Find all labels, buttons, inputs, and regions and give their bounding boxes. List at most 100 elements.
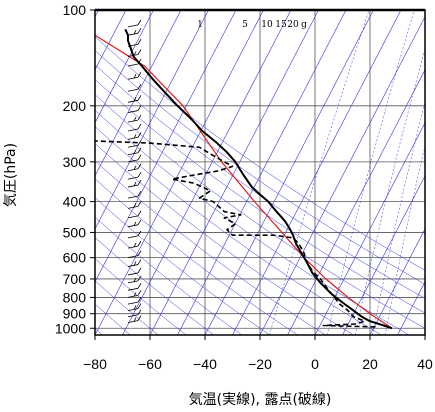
wind-barb-flag <box>137 72 142 78</box>
wind-barb <box>127 240 142 249</box>
wind-barb-flag <box>137 283 142 289</box>
mixing-ratio-label: g <box>301 20 307 30</box>
wind-barb <box>127 230 142 239</box>
wind-barb-shaft <box>127 320 139 324</box>
wind-barb-flag <box>133 292 137 297</box>
wind-barb <box>127 267 142 276</box>
mixing-ratio-label: 1 <box>197 20 203 30</box>
y-tick-label: 100 <box>63 2 87 18</box>
wind-barb-shaft <box>127 245 139 249</box>
mixing-ratio-line <box>384 144 425 335</box>
wind-barb-flag <box>133 305 137 310</box>
wind-barb-flag <box>133 261 137 266</box>
wind-barb-shaft <box>127 235 139 239</box>
dry-adiabat-line <box>95 178 299 335</box>
wind-barb-flag <box>137 275 142 282</box>
wind-barb-flag <box>137 49 142 55</box>
isotherm-line <box>232 10 402 335</box>
wind-barb <box>127 154 142 163</box>
wind-barb <box>127 72 142 80</box>
wind-barb-flag <box>137 163 142 169</box>
wind-barb <box>127 259 142 267</box>
mixing-ratio-label: 5 <box>242 20 248 30</box>
mixing-ratio-line <box>354 48 425 335</box>
dry-adiabat-line <box>95 216 243 335</box>
wind-barb-flag <box>133 116 137 122</box>
y-tick-label: 500 <box>63 224 87 240</box>
wind-barb <box>127 39 142 47</box>
dry-adiabat-line <box>95 143 354 335</box>
wind-barb-shaft <box>127 136 139 140</box>
wind-barb-shaft <box>127 76 139 80</box>
wind-barb <box>127 201 142 209</box>
wind-barb-flag <box>137 27 142 34</box>
wind-barb <box>127 219 142 228</box>
wind-barb-shaft <box>127 314 139 318</box>
wind-barb-shaft <box>127 195 139 199</box>
y-tick-label: 900 <box>63 306 87 322</box>
mixing-ratio-line <box>326 10 415 335</box>
wind-barb-shaft <box>127 308 139 311</box>
wind-barb-flag <box>137 267 142 274</box>
wind-barb <box>127 140 142 148</box>
wind-barb-flag <box>133 277 137 283</box>
wind-barb-shaft <box>127 24 139 28</box>
wind-barb-shaft <box>127 176 139 180</box>
wind-barb-shaft <box>127 32 139 36</box>
wind-barb-flag <box>133 203 137 208</box>
isotherm-line <box>424 334 425 335</box>
wind-barb <box>127 190 142 199</box>
dry-adiabat-line <box>95 50 425 285</box>
wind-barb-flag <box>137 140 142 146</box>
mixing-ratio-labels: 1 5 10 15 20 g <box>197 20 307 30</box>
wind-barb <box>127 283 142 291</box>
wind-barb-shaft <box>127 128 139 132</box>
isotherm-line <box>95 10 209 230</box>
x-tick-label: −80 <box>83 356 107 372</box>
wind-barb-flag <box>137 219 142 226</box>
wind-barb <box>127 315 142 324</box>
wind-barb-flag <box>137 105 142 111</box>
wind-barb-shaft <box>127 99 139 103</box>
wind-barb <box>127 303 142 311</box>
mixing-ratio-label: 20 <box>287 20 299 30</box>
wind-barb-shaft <box>127 301 139 305</box>
wind-barb-shaft <box>127 63 139 67</box>
wind-barb-shaft <box>127 168 139 172</box>
dry-adiabat-line <box>95 110 410 335</box>
wind-barb-flag <box>137 201 142 207</box>
isotherm-line <box>259 16 425 335</box>
wind-barb <box>127 123 142 132</box>
wind-barb-flag <box>137 296 142 303</box>
wind-barb-flag <box>137 19 142 26</box>
wind-barb-shaft <box>127 144 139 148</box>
x-tick-layer: −80 −60 −40 −20 0 20 40 <box>83 335 433 372</box>
dry-adiabat-line <box>95 197 271 335</box>
mixing-ratio-label: 15 <box>275 20 287 30</box>
wind-barb <box>127 147 142 156</box>
wind-barb-shaft <box>127 224 139 228</box>
y-axis-label: 気圧(hPa) <box>3 143 19 207</box>
isotherm-line <box>342 175 425 335</box>
wind-barb-shaft <box>127 54 139 57</box>
mixing-ratio-label: 10 <box>261 20 273 30</box>
wind-barb-flag <box>137 290 142 296</box>
wind-barb-flag <box>133 317 137 322</box>
x-tick-label: −60 <box>138 356 162 372</box>
wind-barb <box>127 309 142 318</box>
wind-barb <box>127 290 142 298</box>
isotherm-line <box>314 122 425 335</box>
wind-barb-shaft <box>127 255 139 259</box>
wind-barb-flag <box>137 171 142 178</box>
isotherm-line <box>95 10 182 177</box>
wind-barb-flag <box>137 39 142 45</box>
wind-barb <box>127 171 142 180</box>
wind-barb-shaft <box>127 152 139 156</box>
dry-adiabat-line <box>95 258 187 335</box>
isotherm-line <box>369 228 425 335</box>
wind-barb-flag <box>133 30 137 35</box>
wind-barb-flag <box>137 250 142 256</box>
wind-barb-flag <box>137 179 142 186</box>
y-tick-label: 700 <box>63 271 87 287</box>
